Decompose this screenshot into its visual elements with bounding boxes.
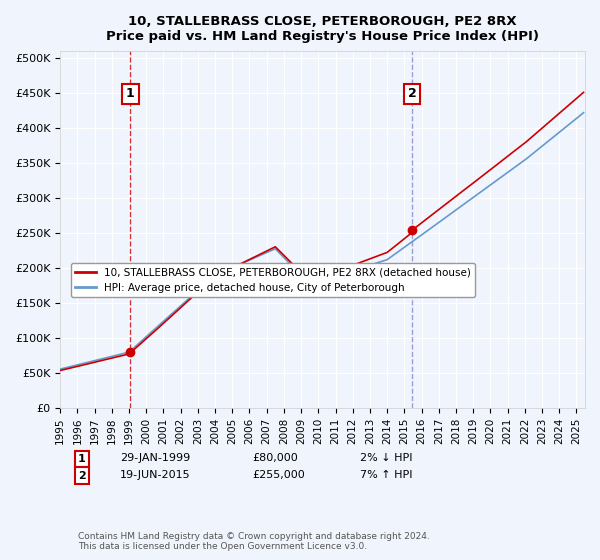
Text: 29-JAN-1999: 29-JAN-1999	[120, 453, 190, 463]
Text: 2: 2	[408, 87, 416, 100]
Text: £255,000: £255,000	[252, 470, 305, 480]
Text: £80,000: £80,000	[252, 453, 298, 463]
Text: 7% ↑ HPI: 7% ↑ HPI	[360, 470, 413, 480]
Title: 10, STALLEBRASS CLOSE, PETERBOROUGH, PE2 8RX
Price paid vs. HM Land Registry's H: 10, STALLEBRASS CLOSE, PETERBOROUGH, PE2…	[106, 15, 539, 43]
Text: Contains HM Land Registry data © Crown copyright and database right 2024.
This d: Contains HM Land Registry data © Crown c…	[78, 532, 430, 552]
Text: 1: 1	[78, 454, 86, 464]
Text: 2: 2	[78, 471, 86, 481]
Text: 19-JUN-2015: 19-JUN-2015	[120, 470, 191, 480]
Text: 2% ↓ HPI: 2% ↓ HPI	[360, 453, 413, 463]
Legend: 10, STALLEBRASS CLOSE, PETERBOROUGH, PE2 8RX (detached house), HPI: Average pric: 10, STALLEBRASS CLOSE, PETERBOROUGH, PE2…	[71, 263, 475, 297]
Text: 1: 1	[126, 87, 135, 100]
